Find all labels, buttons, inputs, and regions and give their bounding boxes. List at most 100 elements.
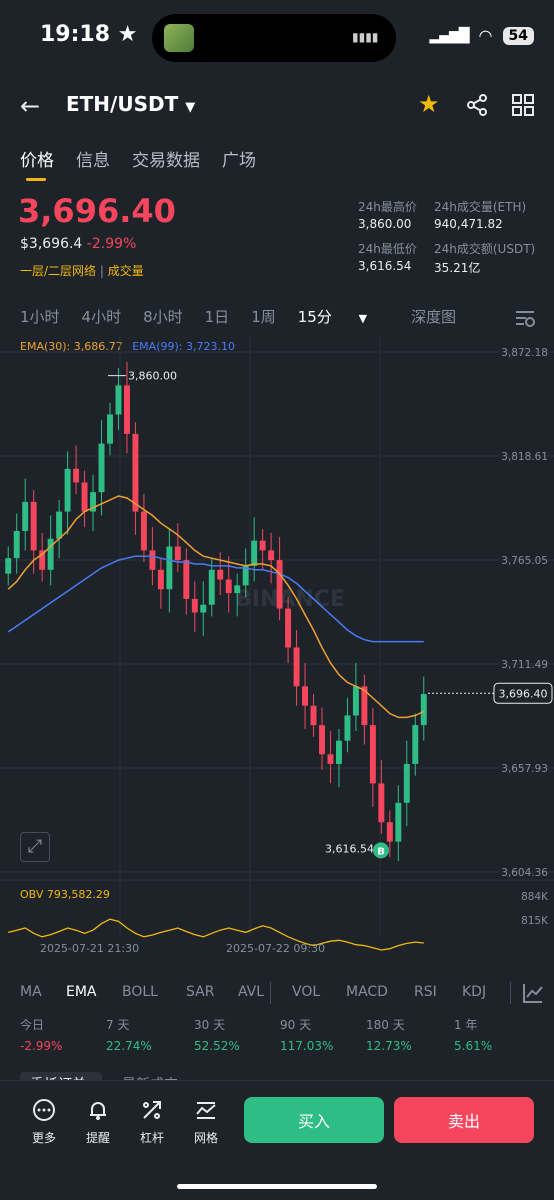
candle-body xyxy=(412,725,419,764)
low-label: 24h最低价 xyxy=(358,242,417,256)
candle-body xyxy=(420,694,427,726)
candle-body xyxy=(191,598,198,613)
interval-1w[interactable]: 1周 xyxy=(251,308,276,326)
ind-sar[interactable]: SAR xyxy=(186,984,215,1000)
candle-body xyxy=(166,546,173,590)
ind-ema[interactable]: EMA xyxy=(66,984,97,1000)
candle-body xyxy=(242,565,249,586)
interval-1h[interactable]: 1小时 xyxy=(20,308,60,326)
y-tick-label: 3,657.93 xyxy=(501,763,548,775)
usd-price-line: $3,696.4 -2.99% xyxy=(20,236,136,252)
nav-leverage[interactable]: 杠杆 xyxy=(132,1098,172,1146)
price-chart[interactable]: 3,872.18 3,818.61 3,765.05 3,711.49 3,657.93… xyxy=(0,336,554,956)
candle-body xyxy=(378,783,385,823)
ind-kdj[interactable]: KDJ xyxy=(462,984,487,1000)
ind-ma[interactable]: MA xyxy=(20,984,42,1000)
buy-marker xyxy=(373,842,389,859)
ind-macd[interactable]: MACD xyxy=(346,984,388,1000)
perf-item: 1 年 5.61% xyxy=(454,1016,492,1053)
x-axis-label: 2025-07-21 21:30 xyxy=(40,942,139,955)
nav-alert[interactable]: 提醒 xyxy=(78,1098,118,1146)
ind-vol[interactable]: VOL xyxy=(292,984,321,1000)
candle-body xyxy=(157,569,164,590)
candle-body xyxy=(319,725,325,755)
dynamic-island: ▮▮▮▮ xyxy=(152,14,396,62)
ind-rsi[interactable]: RSI xyxy=(414,984,437,1000)
tags-line: 一层/二层网络 | 成交量 xyxy=(20,262,144,279)
sell-button[interactable]: 卖出 xyxy=(394,1097,534,1143)
interval-depth[interactable]: 深度图 xyxy=(411,308,457,326)
nav-more[interactable]: 更多 xyxy=(24,1098,64,1146)
interval-4h[interactable]: 4小时 xyxy=(81,308,122,326)
vol-usdt-value: 35.21亿 xyxy=(434,261,481,275)
perf-label: 1 年 xyxy=(454,1018,478,1032)
candle-body xyxy=(73,468,80,483)
candle-body xyxy=(225,579,232,594)
candle-body xyxy=(251,540,258,566)
audio-wave-icon: ▮▮▮▮ xyxy=(352,30,379,44)
candle-body xyxy=(369,725,376,784)
perf-label: 180 天 xyxy=(366,1018,405,1032)
layout-grid-icon[interactable] xyxy=(512,94,534,116)
vol-usdt-label: 24h成交额(USDT) xyxy=(434,242,536,256)
share-icon[interactable] xyxy=(466,94,488,116)
interval-1d[interactable]: 1日 xyxy=(204,308,230,326)
wifi-icon: ◠ xyxy=(478,26,493,45)
candle-body xyxy=(395,802,402,842)
candle-body xyxy=(140,511,147,551)
candle-body xyxy=(293,647,300,687)
tab-info[interactable]: 信息 xyxy=(76,151,110,171)
volume-tag[interactable]: 成交量 xyxy=(107,264,144,278)
price-change: -2.99% xyxy=(86,236,137,252)
perf-item: 7 天 22.74% xyxy=(106,1016,152,1053)
tab-square[interactable]: 广场 xyxy=(222,151,256,171)
battery-indicator: 54 xyxy=(502,26,534,45)
ind-avl[interactable]: AVL xyxy=(238,984,265,1000)
ind-boll[interactable]: BOLL xyxy=(122,984,158,1000)
pair-selector[interactable]: ETH/USDT ▼ xyxy=(66,92,196,116)
bell-icon xyxy=(90,1102,106,1120)
candle-body xyxy=(386,822,393,842)
candle-body xyxy=(56,511,63,539)
buy-button[interactable]: 买入 xyxy=(244,1097,384,1143)
perf-label: 今日 xyxy=(20,1018,45,1032)
favorite-star-icon[interactable]: ★ xyxy=(418,90,440,118)
perf-item: 180 天 12.73% xyxy=(366,1016,412,1053)
ema30-line xyxy=(7,495,425,719)
candle-body xyxy=(81,482,88,512)
candle-body xyxy=(13,530,20,559)
interval-8h[interactable]: 8小时 xyxy=(143,308,183,326)
high-label: 24h最高价 xyxy=(358,200,417,214)
ema99-line xyxy=(7,555,424,643)
vol-eth-label: 24h成交量(ETH) xyxy=(434,200,527,214)
tab-trading-data[interactable]: 交易数据 xyxy=(132,151,200,171)
perf-value: 12.73% xyxy=(366,1039,412,1053)
signal-icon: ▂▄▆█ xyxy=(429,27,469,44)
last-price-label: 3,696.40 xyxy=(499,687,548,700)
candle-body xyxy=(285,608,292,648)
tab-price[interactable]: 价格 xyxy=(20,146,54,181)
back-arrow-icon[interactable]: ← xyxy=(20,92,41,120)
ema99-label: EMA(99): 3,723.10 xyxy=(132,340,235,353)
y-tick-label: 3,818.61 xyxy=(501,451,548,463)
perf-label: 30 天 xyxy=(194,1018,226,1032)
candle-body xyxy=(115,385,122,415)
candle-body xyxy=(123,385,130,434)
candle-body xyxy=(361,686,368,726)
high-value: 3,860.00 xyxy=(358,217,412,231)
indicator-settings-icon[interactable] xyxy=(522,982,544,1004)
obv-tick-label: 815K xyxy=(521,915,549,927)
vol-eth-value: 940,471.82 xyxy=(434,217,503,231)
nav-grid[interactable]: 网格 xyxy=(186,1098,226,1146)
candle-body xyxy=(30,501,37,551)
ema30-label: EMA(30): 3,686.77 xyxy=(20,340,123,353)
high-marker-label: 3,860.00 xyxy=(128,370,177,383)
interval-15m[interactable]: 15分 ▼ xyxy=(297,308,368,326)
candle-body xyxy=(352,686,359,716)
layer-tag[interactable]: 一层/二层网络 xyxy=(20,264,97,278)
candle-body xyxy=(98,443,105,493)
chart-settings-icon[interactable] xyxy=(514,308,536,328)
expand-chart-icon[interactable]: ⤢ xyxy=(20,832,50,862)
candle-body xyxy=(39,550,46,570)
grid-trade-icon xyxy=(196,1102,216,1119)
